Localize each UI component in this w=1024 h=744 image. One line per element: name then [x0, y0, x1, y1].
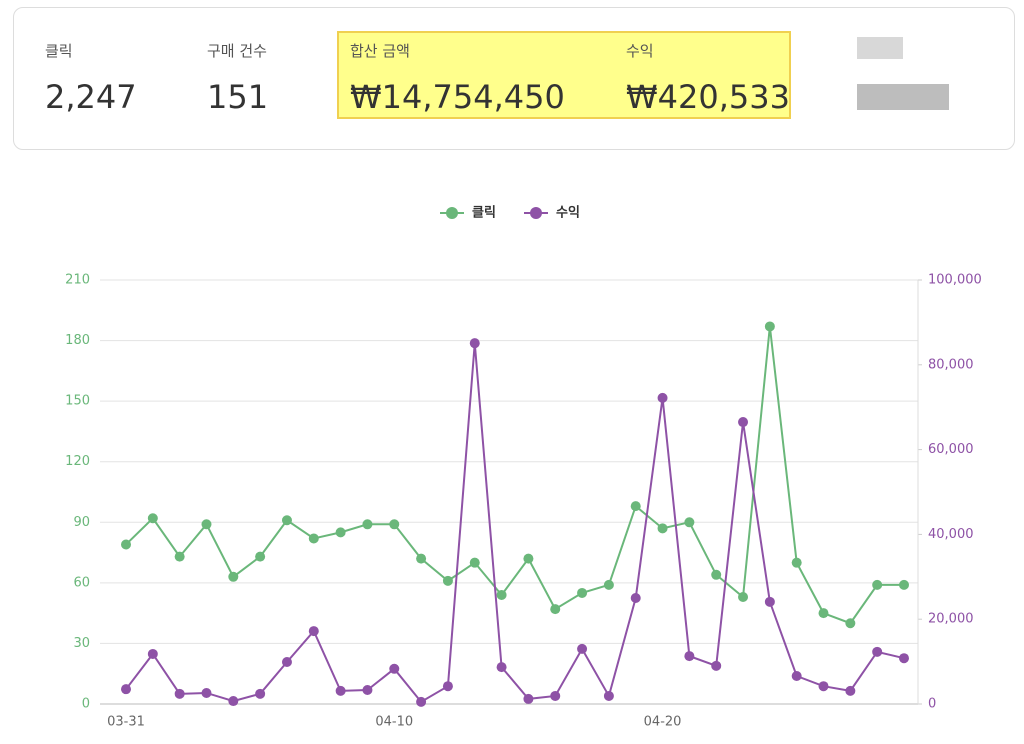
legend-swatch — [446, 207, 458, 219]
data-point — [764, 596, 775, 607]
stat-label: 클릭 — [45, 42, 73, 60]
data-point — [845, 618, 856, 629]
data-point — [657, 523, 668, 534]
data-point — [308, 533, 319, 544]
data-point — [791, 557, 802, 568]
data-point — [738, 591, 749, 602]
y-tick-label: 90 — [73, 515, 90, 530]
data-point — [899, 653, 909, 664]
legend-label: 클릭 — [472, 206, 496, 221]
data-point — [684, 651, 695, 662]
data-point — [523, 693, 534, 704]
y-tick-label: 120 — [65, 454, 90, 469]
data-point — [201, 519, 212, 530]
data-point — [738, 417, 749, 428]
data-point — [523, 553, 534, 564]
x-tick-label: 04-10 — [375, 715, 413, 730]
stat-value: 2,247 — [45, 78, 137, 116]
y2-tick-label: 0 — [928, 697, 936, 712]
data-point — [174, 688, 185, 699]
data-point — [818, 608, 829, 619]
y2-tick-label: 60,000 — [928, 442, 974, 457]
data-point — [281, 657, 292, 668]
data-point — [603, 690, 614, 701]
y2-tick-label: 80,000 — [928, 357, 974, 372]
data-point — [335, 527, 346, 538]
data-point — [389, 663, 400, 674]
data-point — [899, 579, 909, 590]
stat-label: 수익 — [626, 42, 654, 60]
data-point — [416, 553, 427, 564]
data-point — [845, 685, 856, 696]
data-point — [416, 696, 427, 707]
blurred-label — [857, 37, 903, 59]
y-tick-label: 30 — [73, 636, 90, 651]
data-point — [577, 587, 588, 598]
stat-value: ₩14,754,450 — [350, 78, 565, 116]
data-point — [121, 684, 131, 695]
y-tick-label: 60 — [73, 575, 90, 590]
y-tick-label: 210 — [65, 273, 90, 288]
legend-swatch — [530, 207, 542, 219]
data-point — [496, 662, 507, 673]
data-point — [603, 579, 614, 590]
y2-tick-label: 100,000 — [928, 273, 982, 288]
data-point — [201, 687, 212, 698]
stat-value: 151 — [207, 78, 269, 116]
data-point — [174, 551, 185, 562]
summary-card — [13, 7, 1015, 150]
data-point — [121, 539, 131, 550]
blurred-value — [857, 84, 949, 110]
stat-label: 구매 건수 — [207, 42, 267, 60]
data-point — [764, 321, 775, 332]
data-point — [469, 557, 480, 568]
data-point — [872, 579, 883, 590]
legend-label: 수익 — [556, 205, 580, 221]
data-point — [362, 519, 373, 530]
data-point — [335, 685, 346, 696]
data-point — [657, 392, 668, 403]
highlight-box — [337, 31, 791, 119]
data-point — [872, 646, 883, 657]
data-point — [362, 685, 373, 696]
y-tick-label: 180 — [65, 333, 90, 348]
data-point — [577, 643, 588, 654]
data-point — [308, 626, 319, 637]
y-tick-label: 150 — [65, 394, 90, 409]
y2-tick-label: 40,000 — [928, 527, 974, 542]
stat-value: ₩420,533 — [626, 78, 790, 116]
data-point — [791, 671, 802, 682]
data-point — [711, 569, 722, 580]
data-point — [496, 589, 507, 600]
data-point — [147, 648, 158, 659]
data-point — [711, 660, 722, 671]
x-tick-label: 03-31 — [107, 715, 145, 730]
data-point — [147, 513, 158, 524]
data-point — [228, 571, 239, 582]
data-point — [630, 501, 641, 512]
y2-tick-label: 20,000 — [928, 612, 974, 627]
stat-label: 합산 금액 — [350, 42, 410, 60]
data-point — [255, 688, 266, 699]
data-point — [630, 593, 641, 603]
data-point — [469, 338, 480, 349]
data-point — [389, 519, 400, 530]
data-point — [442, 681, 453, 692]
data-point — [684, 517, 695, 528]
data-point — [228, 696, 239, 707]
data-point — [442, 575, 453, 586]
data-point — [281, 515, 292, 526]
data-point — [818, 681, 829, 692]
data-point — [550, 690, 561, 701]
series-line — [125, 326, 904, 625]
y-tick-label: 0 — [82, 697, 90, 712]
data-point — [255, 551, 266, 562]
x-tick-label: 04-20 — [644, 715, 682, 730]
data-point — [550, 604, 561, 615]
